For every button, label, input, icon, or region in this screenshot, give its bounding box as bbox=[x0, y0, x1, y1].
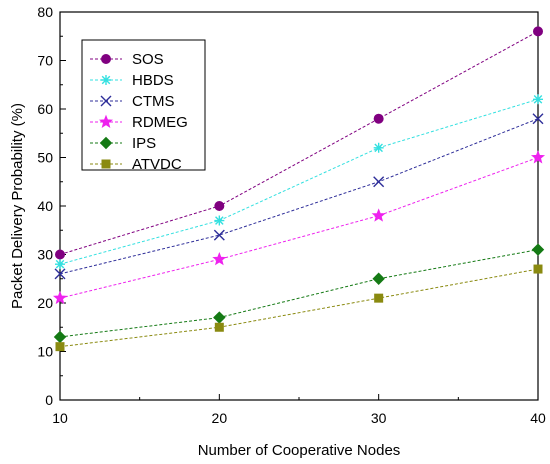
data-point-sos bbox=[55, 249, 65, 260]
legend-label-atvdc: ATVDC bbox=[132, 156, 182, 173]
data-point-sos bbox=[533, 26, 543, 37]
y-tick-label: 60 bbox=[37, 101, 53, 117]
x-tick-label: 20 bbox=[212, 410, 228, 426]
series-markers bbox=[52, 26, 546, 352]
data-point-sos bbox=[373, 113, 384, 124]
data-point-rdmeg bbox=[530, 150, 546, 164]
y-tick-label: 30 bbox=[37, 247, 53, 263]
series-line-sos bbox=[59, 30, 539, 255]
data-point-atvdc bbox=[55, 342, 65, 352]
y-axis-title: Packet Delivery Probability (%) bbox=[9, 103, 26, 309]
x-tick-label: 10 bbox=[52, 410, 68, 426]
x-axis-title: Number of Cooperative Nodes bbox=[198, 442, 401, 459]
data-point-ctms bbox=[213, 229, 225, 241]
series-line-ips bbox=[59, 249, 539, 338]
data-point-rdmeg bbox=[52, 290, 68, 305]
data-point-ctms bbox=[373, 176, 385, 188]
legend-label-hbds: HBDS bbox=[132, 72, 174, 89]
series-line-rdmeg bbox=[59, 157, 539, 299]
legend-marker-rdmeg bbox=[98, 114, 114, 128]
y-tick-label: 70 bbox=[37, 53, 53, 69]
data-point-atvdc bbox=[374, 293, 384, 303]
legend-label-rdmeg: RDMEG bbox=[132, 114, 188, 131]
legend-marker-ctms bbox=[100, 95, 112, 107]
y-tick-label: 50 bbox=[37, 150, 53, 166]
x-tick-label: 40 bbox=[530, 410, 546, 426]
y-tick-label: 0 bbox=[45, 392, 53, 408]
data-point-ctms bbox=[54, 268, 66, 280]
y-tick-label: 10 bbox=[37, 344, 53, 360]
data-point-ips bbox=[372, 272, 385, 285]
series-lines bbox=[59, 30, 539, 348]
series-line-hbds bbox=[59, 98, 539, 265]
series-line-atvdc bbox=[59, 268, 539, 348]
y-tick-label: 80 bbox=[37, 4, 53, 20]
y-tick-label: 20 bbox=[37, 295, 53, 311]
legend-marker-ips bbox=[99, 136, 113, 150]
legend-label-ctms: CTMS bbox=[132, 93, 175, 110]
tick-labels: 0 10 20 30 40 50 60 70 80 10 20 30 40 bbox=[37, 4, 546, 426]
legend: SOS HBDS CTMS RDMEG IPS ATVDC bbox=[90, 51, 188, 173]
legend-label-sos: SOS bbox=[132, 51, 164, 68]
data-point-sos bbox=[214, 201, 225, 211]
data-point-ips bbox=[531, 243, 545, 256]
data-point-hbds bbox=[533, 94, 543, 105]
data-point-hbds bbox=[373, 142, 384, 153]
series-line-ctms bbox=[59, 118, 539, 275]
x-tick-label: 30 bbox=[371, 410, 387, 426]
data-point-ips bbox=[213, 311, 226, 324]
data-point-ctms bbox=[532, 113, 544, 125]
legend-marker-sos bbox=[101, 54, 111, 64]
data-point-hbds bbox=[55, 259, 65, 270]
data-point-atvdc bbox=[214, 322, 224, 332]
data-point-atvdc bbox=[533, 264, 543, 274]
y-tick-label: 40 bbox=[37, 198, 53, 214]
legend-label-ips: IPS bbox=[132, 135, 156, 152]
axis-ticks bbox=[59, 11, 539, 401]
data-point-rdmeg bbox=[371, 208, 386, 222]
legend-marker-atvdc bbox=[101, 159, 111, 169]
data-point-hbds bbox=[214, 215, 225, 226]
legend-marker-hbds bbox=[101, 75, 111, 85]
data-point-rdmeg bbox=[212, 251, 227, 266]
data-point-ips bbox=[53, 330, 67, 344]
